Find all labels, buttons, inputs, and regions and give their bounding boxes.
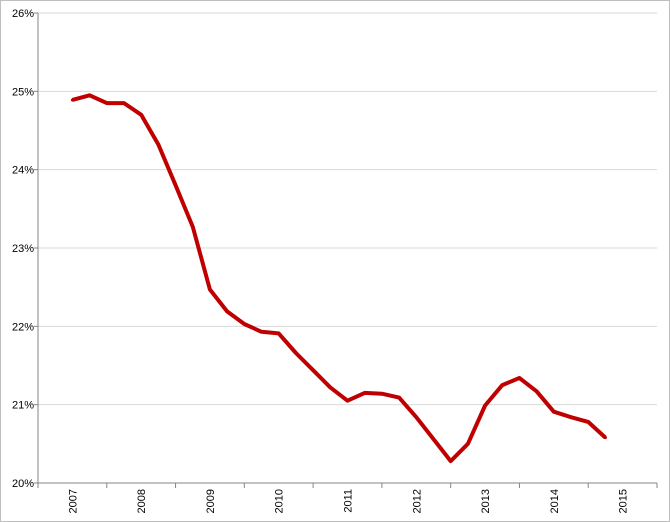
data-point xyxy=(311,368,315,372)
data-point xyxy=(277,331,281,335)
data-point xyxy=(414,415,418,419)
y-tick-label: 22% xyxy=(12,321,34,333)
data-point xyxy=(586,420,590,424)
data-point xyxy=(346,399,349,403)
data-point xyxy=(380,392,384,396)
data-point xyxy=(139,113,143,117)
x-tick-label: 2013 xyxy=(480,489,492,513)
data-point xyxy=(88,93,92,97)
data-point xyxy=(466,442,470,446)
series-layer xyxy=(70,93,607,464)
x-tick-label: 2012 xyxy=(411,489,423,513)
data-point xyxy=(70,98,74,102)
x-tick-label: 2011 xyxy=(343,489,355,513)
axes xyxy=(34,12,658,488)
data-point xyxy=(174,183,178,187)
data-point xyxy=(260,330,264,334)
x-tick-label: 2007 xyxy=(67,489,79,513)
x-tick-label: 2014 xyxy=(549,489,561,513)
data-point xyxy=(191,225,195,229)
y-tick-label: 21% xyxy=(12,400,34,412)
data-point xyxy=(535,389,539,393)
data-point xyxy=(500,383,504,387)
gridlines xyxy=(38,12,657,406)
x-tick-label: 2010 xyxy=(274,489,286,513)
data-point xyxy=(122,101,126,105)
y-tick-label: 24% xyxy=(12,165,34,177)
data-point xyxy=(328,385,332,389)
data-point xyxy=(363,391,367,395)
data-point xyxy=(552,410,556,414)
x-tick-label: 2008 xyxy=(136,489,148,513)
data-point xyxy=(603,436,607,440)
data-point xyxy=(294,351,298,355)
y-tick-label: 20% xyxy=(12,478,34,490)
data-point xyxy=(569,415,573,419)
data-point xyxy=(449,459,453,463)
y-tick-labels: 20% 21% 22% 23% 24% 25% 26% xyxy=(12,8,34,490)
data-point xyxy=(517,376,521,380)
data-point xyxy=(242,322,246,326)
y-tick-label: 23% xyxy=(12,243,34,255)
x-tick-labels: 2007 2008 2009 2010 2011 2012 2013 2014 2015 xyxy=(67,489,629,513)
x-tick-label: 2015 xyxy=(618,489,630,513)
data-point xyxy=(483,403,487,407)
data-point xyxy=(225,309,229,313)
x-tick-label: 2009 xyxy=(205,489,217,513)
data-point xyxy=(397,396,401,400)
data-point xyxy=(208,288,212,292)
data-point xyxy=(156,143,160,147)
series-line xyxy=(71,93,607,464)
data-point xyxy=(105,101,109,105)
y-tick-label: 25% xyxy=(12,86,34,98)
y-tick-label: 26% xyxy=(12,8,34,20)
data-point xyxy=(431,437,435,441)
